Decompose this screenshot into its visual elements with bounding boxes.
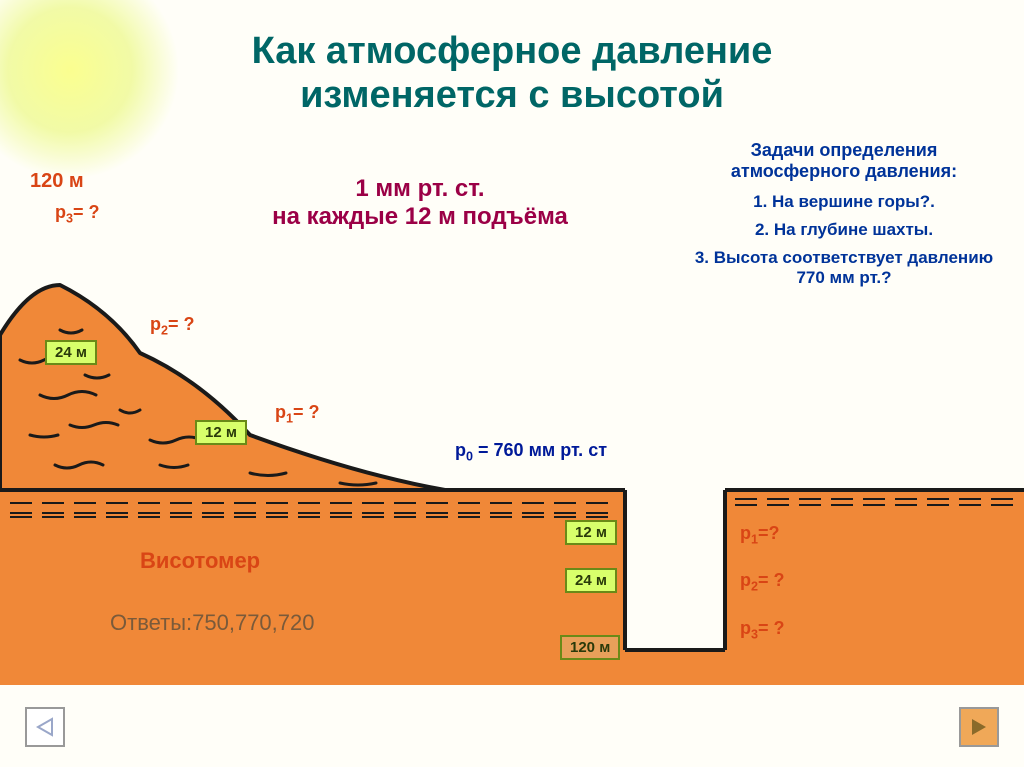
p0-label: р0 = 760 мм рт. ст <box>455 440 607 464</box>
p3-top-label: р3= ? <box>55 202 100 226</box>
p1-right-label: р1=? <box>740 523 780 547</box>
nav-next-button[interactable] <box>959 707 999 747</box>
arrow-left-icon <box>34 716 56 738</box>
rule-text: 1 мм рт. ст. на каждые 12 м подъёма <box>230 175 610 231</box>
p2-left-label: р2= ? <box>150 314 195 338</box>
height-120-label: 120 м <box>30 170 84 193</box>
background-sun <box>0 0 180 180</box>
altimeter-label: Висотомер <box>140 548 260 574</box>
title-line-2: изменяется с высотой <box>300 74 724 116</box>
tasks-header: Задачи определения атмосферного давления… <box>694 140 994 182</box>
slide: Как атмосферное давление изменяется с вы… <box>0 0 1024 767</box>
height-12-box: 12 м <box>195 420 247 445</box>
shaft-120-box: 120 м <box>560 635 620 660</box>
title-line-1: Как атмосферное давление <box>252 30 773 72</box>
shaft-12-box: 12 м <box>565 520 617 545</box>
task-item-1: На вершине горы?. <box>694 192 994 212</box>
p2-right-label: р2= ? <box>740 570 785 594</box>
p1-left-label: р1= ? <box>275 402 320 426</box>
rule-line-1: 1 мм рт. ст. <box>230 175 610 203</box>
p3-right-label: р3= ? <box>740 618 785 642</box>
rule-line-2: на каждые 12 м подъёма <box>230 203 610 231</box>
shaft-24-box: 24 м <box>565 568 617 593</box>
task-item-2: На глубине шахты. <box>694 220 994 240</box>
nav-prev-button[interactable] <box>25 707 65 747</box>
answers-label: Ответы:750,770,720 <box>110 610 314 636</box>
arrow-right-icon <box>968 716 990 738</box>
height-24-box: 24 м <box>45 340 97 365</box>
